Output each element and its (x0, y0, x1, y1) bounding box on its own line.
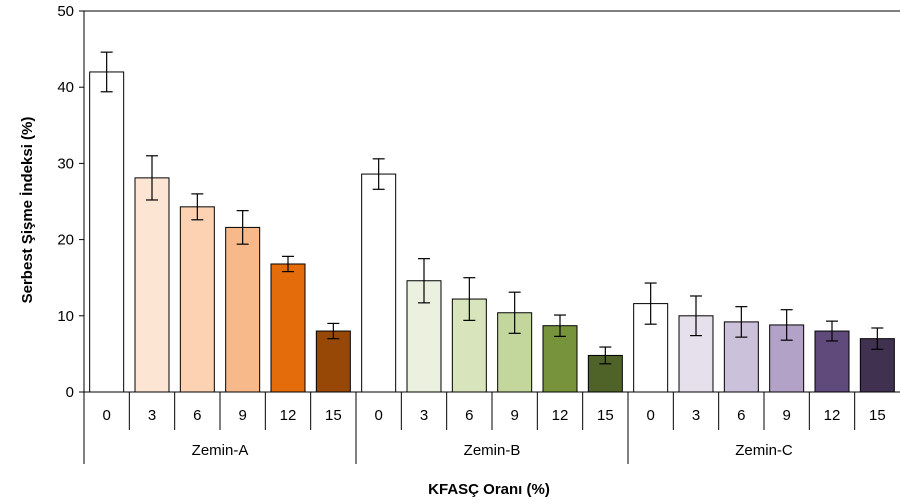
y-axis: 0 10 20 30 40 50 (57, 3, 900, 401)
bar-zemin-a-6 (179, 206, 215, 393)
x-tick-label: 0 (374, 407, 382, 424)
x-tick-label: 12 (824, 407, 841, 424)
x-axis: 0 3 6 9 12 15 Zemin-A 0 3 6 9 12 15 Zemin-B 0 3 6 9 12 15 Ze… (83, 391, 900, 464)
x-tick-label: 15 (869, 407, 886, 424)
x-tick-label: 9 (238, 407, 246, 424)
y-tick-label: 50 (57, 3, 74, 20)
x-group-label: Zemin-A (192, 442, 249, 459)
bar-zemin-b-0 (361, 173, 397, 393)
y-axis-title: Serbest Şişme İndeksi (%) (19, 117, 36, 304)
x-tick-label: 3 (420, 407, 428, 424)
y-tick-label: 30 (57, 155, 74, 172)
x-tick-label: 3 (148, 407, 156, 424)
x-group-label: Zemin-B (464, 442, 521, 459)
error-bars (100, 51, 884, 365)
x-tick-label: 9 (510, 407, 518, 424)
x-tick-label: 15 (325, 407, 342, 424)
x-tick-label: 12 (552, 407, 569, 424)
y-tick-label: 10 (57, 308, 74, 325)
bars (89, 71, 895, 393)
bar-zemin-a-0 (89, 71, 125, 393)
bar-zemin-a-12 (270, 263, 306, 393)
bar-zemin-a-3 (134, 177, 170, 393)
x-tick-label: 0 (102, 407, 110, 424)
x-tick-label: 3 (692, 407, 700, 424)
x-tick-label: 0 (646, 407, 654, 424)
x-tick-label: 6 (465, 407, 473, 424)
y-tick-label: 40 (57, 79, 74, 96)
x-group-label: Zemin-C (735, 442, 793, 459)
bar-zemin-a-15 (315, 330, 351, 393)
x-tick-label: 6 (193, 407, 201, 424)
y-tick-label: 0 (66, 384, 74, 401)
x-tick-label: 15 (597, 407, 614, 424)
x-tick-label: 9 (782, 407, 790, 424)
x-tick-label: 12 (280, 407, 297, 424)
bar-zemin-a-9 (225, 226, 261, 393)
x-axis-title: KFASÇ Oranı (%) (428, 481, 550, 498)
x-tick-label: 6 (737, 407, 745, 424)
y-tick-label: 20 (57, 232, 74, 249)
